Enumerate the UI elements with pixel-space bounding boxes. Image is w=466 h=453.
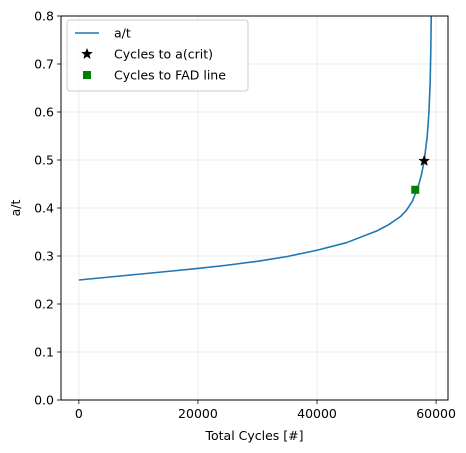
y-tick-label: 0.5: [34, 153, 54, 168]
legend-label: Cycles to FAD line: [114, 68, 226, 83]
y-tick-label: 0.7: [34, 57, 54, 72]
legend: a/t Cycles to a(crit) Cycles to FAD line: [66, 19, 249, 92]
y-tick-label: 0.2: [34, 297, 54, 312]
legend-label: a/t: [114, 26, 131, 41]
x-tick-label: 20000: [178, 406, 218, 421]
legend-square-handle: [83, 71, 91, 79]
x-axis-title: Total Cycles [#]: [204, 428, 303, 443]
y-tick-label: 0.6: [34, 105, 54, 120]
critical-point-marker: [418, 154, 431, 166]
y-tick-label: 0.3: [34, 249, 54, 264]
legend-box: [66, 19, 249, 92]
x-tick-label: 0: [75, 406, 83, 421]
series-line-at: [78, 16, 433, 281]
axes: 0 20000 40000 60000 0.0 0.1 0.2 0.3 0.4 0.5 0.6 0.7…: [34, 9, 456, 422]
y-tick-label: 0.0: [34, 393, 54, 408]
x-tick-label: 60000: [416, 406, 456, 421]
y-tick-label: 0.4: [34, 201, 54, 216]
legend-label: Cycles to a(crit): [114, 47, 213, 62]
x-tick-label: 40000: [297, 406, 337, 421]
fad-point-marker: [411, 185, 420, 194]
y-tick-label: 0.1: [34, 345, 54, 360]
legend-star-handle: [81, 47, 93, 60]
y-axis-title: a/t: [8, 200, 23, 217]
series-layer: [78, 16, 433, 281]
y-tick-label: 0.8: [34, 9, 54, 24]
